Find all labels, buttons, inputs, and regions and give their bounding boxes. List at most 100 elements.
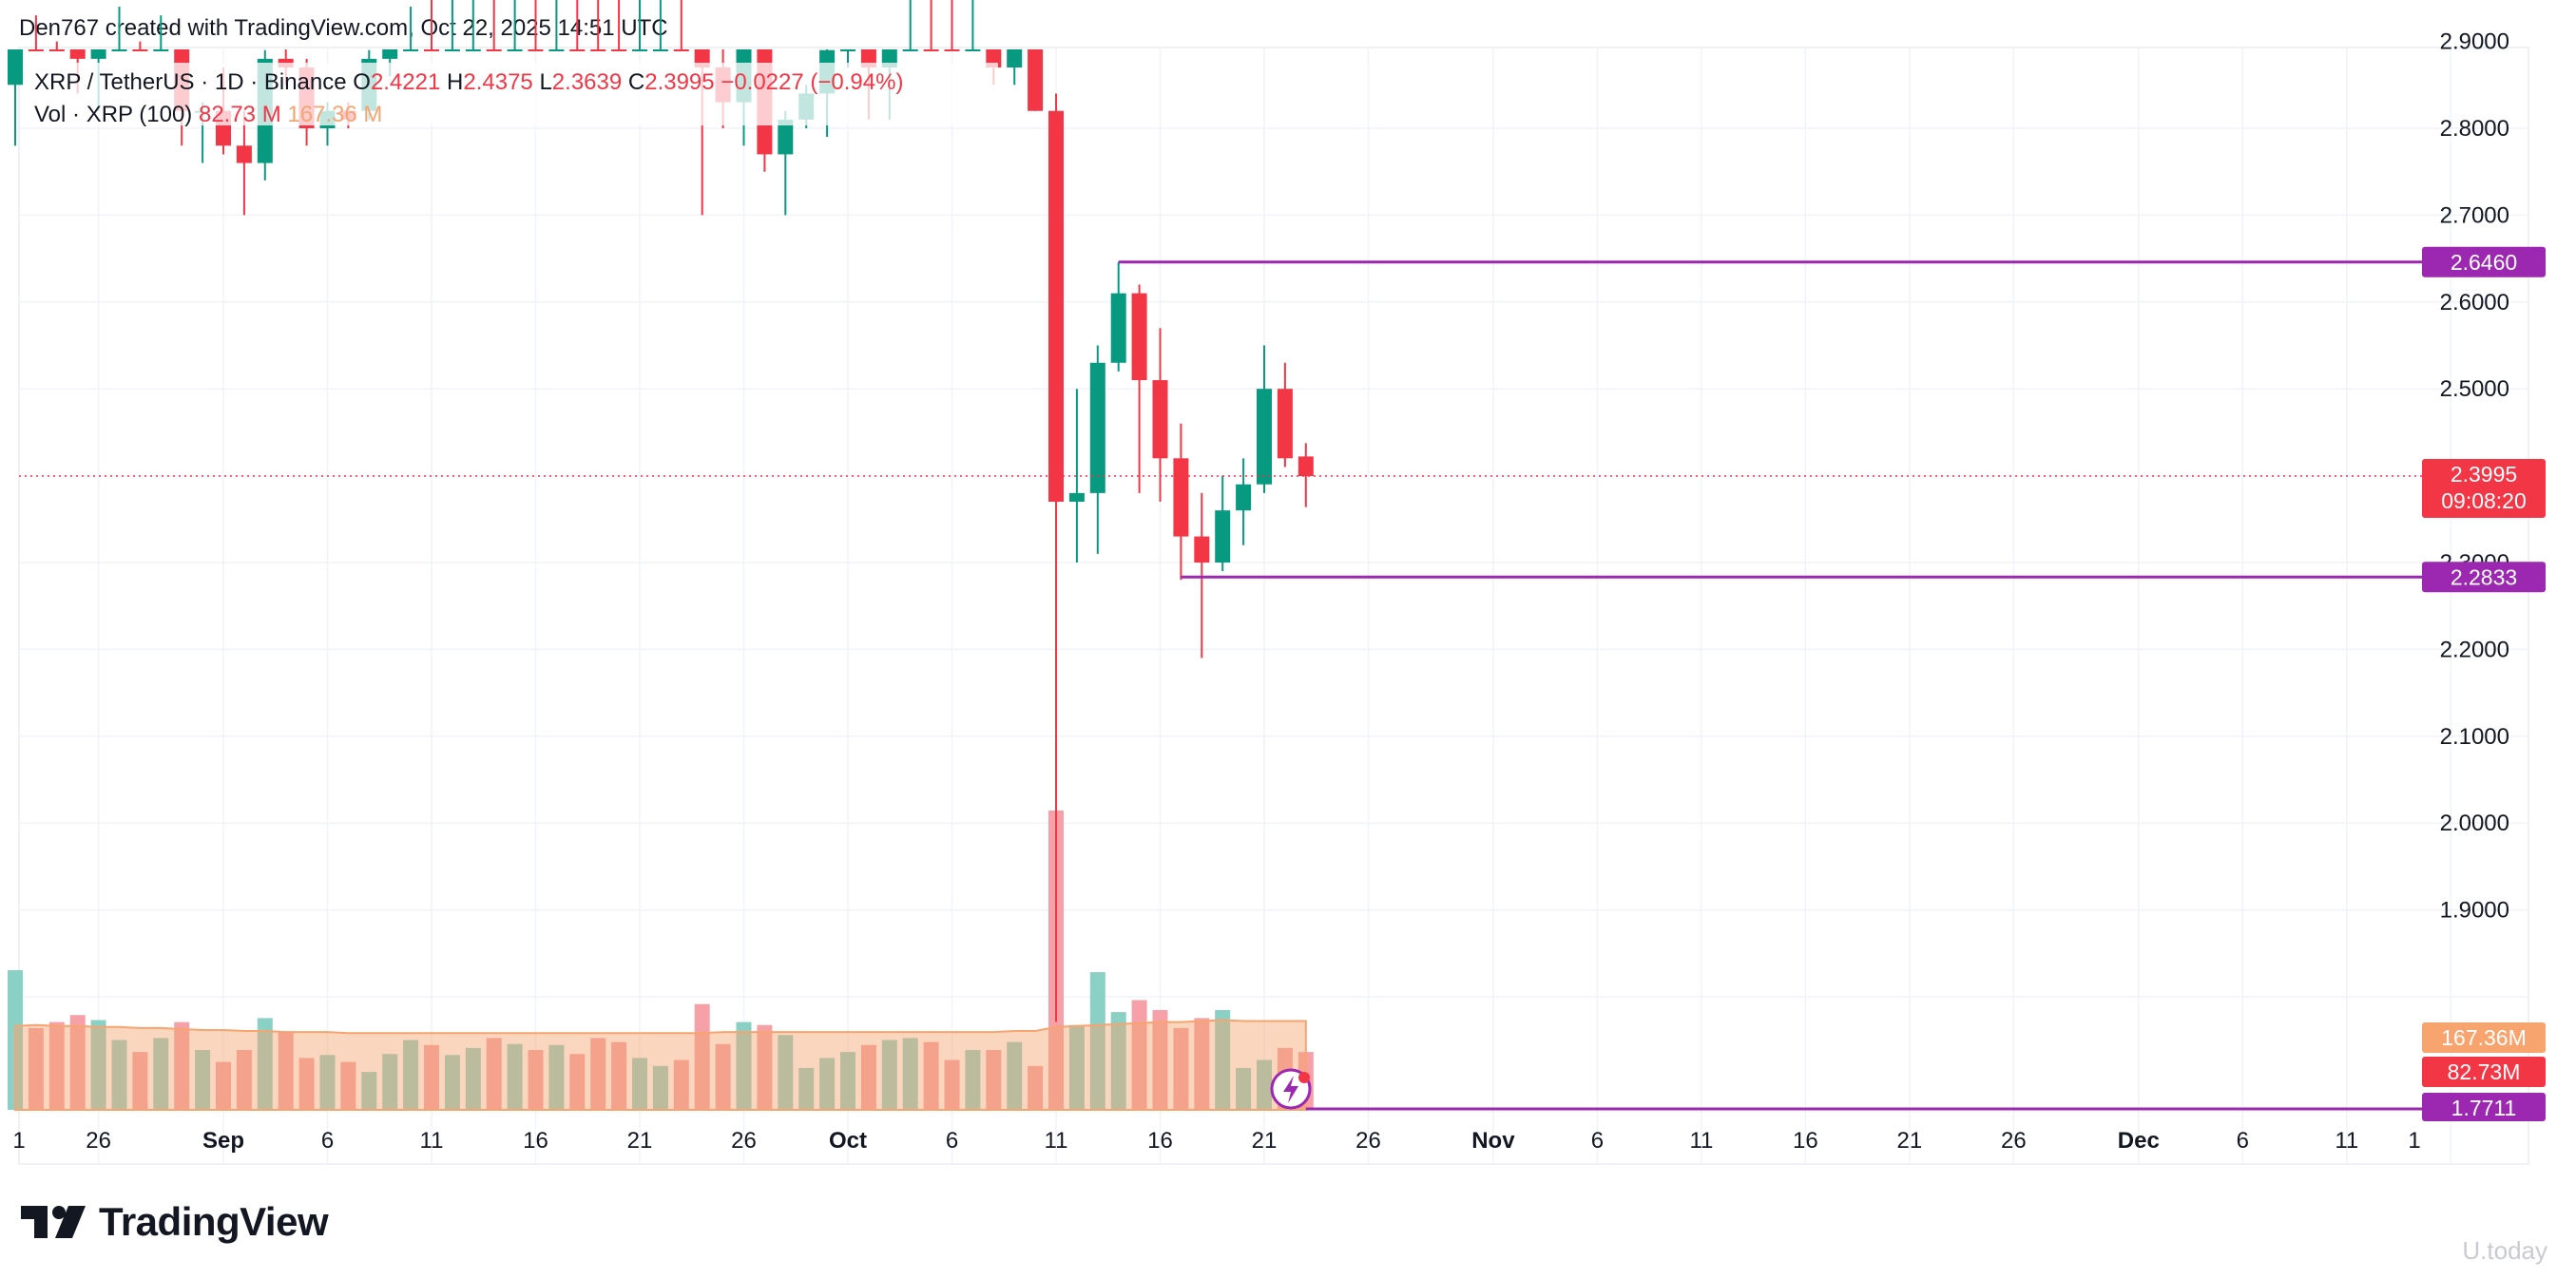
candle-body (1068, 492, 1085, 503)
time-tick-label: 26 (1355, 1128, 1381, 1154)
volume-bar (298, 1058, 315, 1110)
time-tick-label: 16 (1147, 1128, 1173, 1154)
volume-bar (673, 1059, 689, 1110)
tradingview-logo[interactable]: TradingView (21, 1199, 329, 1245)
time-tick-label: 16 (1793, 1128, 1818, 1154)
candle-body (1277, 389, 1293, 459)
candle (652, 0, 668, 51)
volume-bar (236, 1050, 252, 1110)
time-tick-label: 11 (420, 1128, 444, 1154)
candle (486, 0, 502, 51)
candle-body (424, 49, 439, 51)
price-tick-label: 2.8000 (2440, 116, 2509, 142)
volume-bar (1089, 972, 1105, 1110)
price-tick-label: 2.0000 (2440, 811, 2509, 836)
volume-bar (1173, 1027, 1189, 1110)
flash-icon-bolt (1283, 1076, 1298, 1103)
time-tick-label: 26 (731, 1128, 757, 1154)
price-badge-last-text: 2.3995 (2451, 462, 2517, 487)
flash-icon[interactable] (1270, 1068, 1312, 1110)
candle-body (1007, 49, 1023, 68)
candle (1048, 93, 1064, 1022)
volume-bar (757, 1024, 773, 1110)
volume-bar (986, 1050, 1002, 1110)
candle (465, 0, 481, 51)
price-tick-label: 2.6000 (2440, 290, 2509, 315)
volume-bar (1068, 1024, 1085, 1110)
tradingview-logo-icon (21, 1206, 86, 1238)
volume-bar (28, 1027, 44, 1110)
time-tick-label: 6 (321, 1128, 334, 1154)
volume-bar (216, 1061, 231, 1110)
time-tick-label: 21 (1897, 1128, 1923, 1154)
price-badge-resistance: 2.6460 (2422, 246, 2546, 277)
volume-bar (694, 1003, 710, 1110)
volume-bar (944, 1059, 960, 1110)
volume-bar (424, 1044, 439, 1110)
volume-bar (465, 1047, 481, 1110)
candle (424, 0, 439, 51)
volume-bar (819, 1058, 836, 1110)
price-badge-vol-ma-text: 167.36M (2441, 1025, 2527, 1050)
volume-bar (881, 1040, 897, 1110)
candle (590, 0, 606, 51)
candle-body (486, 49, 502, 51)
price-badge-vol: 82.73M (2422, 1057, 2546, 1087)
candle (444, 0, 460, 51)
candle (1215, 475, 1231, 572)
price-tick-label: 2.2000 (2440, 637, 2509, 662)
candle-body (652, 49, 668, 51)
candle (1257, 345, 1272, 493)
time-axis: 1 26 Sep 6 11 16 21 26 Oct 6 11 16 21 26 Nov 6 11 16 21 26 D… (12, 1128, 2420, 1154)
price-badge-resistance-bg (2422, 246, 2546, 277)
volume-ma-line (14, 1019, 1307, 1111)
candle-body (778, 119, 794, 155)
candle (1236, 458, 1252, 545)
candle-body (1110, 293, 1126, 363)
volume-bar (1257, 1059, 1272, 1110)
candle (8, 49, 23, 146)
price-badge-vol-ma-bg (2422, 1022, 2546, 1053)
time-tick-label: 26 (2001, 1128, 2027, 1154)
price-badge-resistance-text: 2.6460 (2451, 250, 2517, 275)
candle-body (1048, 110, 1064, 503)
price-tick-label: 2.5000 (2440, 376, 2509, 402)
volume-bar (319, 1055, 336, 1110)
candle-body (1236, 484, 1252, 511)
price-badge-vol-bg (2422, 1057, 2546, 1087)
volume-bar (548, 1044, 565, 1110)
volume-bar (778, 1035, 794, 1110)
candle (944, 0, 960, 51)
volume-bar (444, 1055, 460, 1110)
candle-body (1152, 380, 1168, 459)
volume-bar (590, 1038, 606, 1110)
time-tick-label: 1 (12, 1128, 25, 1154)
time-tick-label: Oct (829, 1128, 867, 1154)
volume-bar (652, 1065, 668, 1110)
volume-bar (1007, 1041, 1023, 1110)
time-tick-label: 21 (627, 1128, 653, 1154)
time-tick-label: 6 (1591, 1128, 1604, 1154)
candle (1028, 49, 1044, 111)
volume-bar (632, 1058, 647, 1110)
candle (236, 110, 252, 216)
price-tick-label: 2.9000 (2440, 29, 2509, 55)
candle (28, 15, 44, 51)
volume-bar (1215, 1010, 1231, 1110)
candle (1277, 362, 1293, 468)
price-badge-low-bg (2422, 1093, 2546, 1121)
time-tick-label: 6 (946, 1128, 958, 1154)
volume-bar (1236, 1067, 1252, 1110)
candle (48, 41, 65, 51)
time-tick-label: 11 (2335, 1128, 2358, 1154)
candle (1007, 49, 1023, 86)
candle-body (403, 49, 419, 51)
price-badge-vol-ma: 167.36M (2422, 1022, 2546, 1053)
price-tick-label: 1.9000 (2440, 898, 2509, 924)
candle (965, 0, 981, 51)
tradingview-logo-text: TradingView (99, 1199, 329, 1244)
candle-body (1215, 510, 1231, 563)
volume-bar (486, 1038, 502, 1110)
volume-bar (569, 1054, 586, 1110)
